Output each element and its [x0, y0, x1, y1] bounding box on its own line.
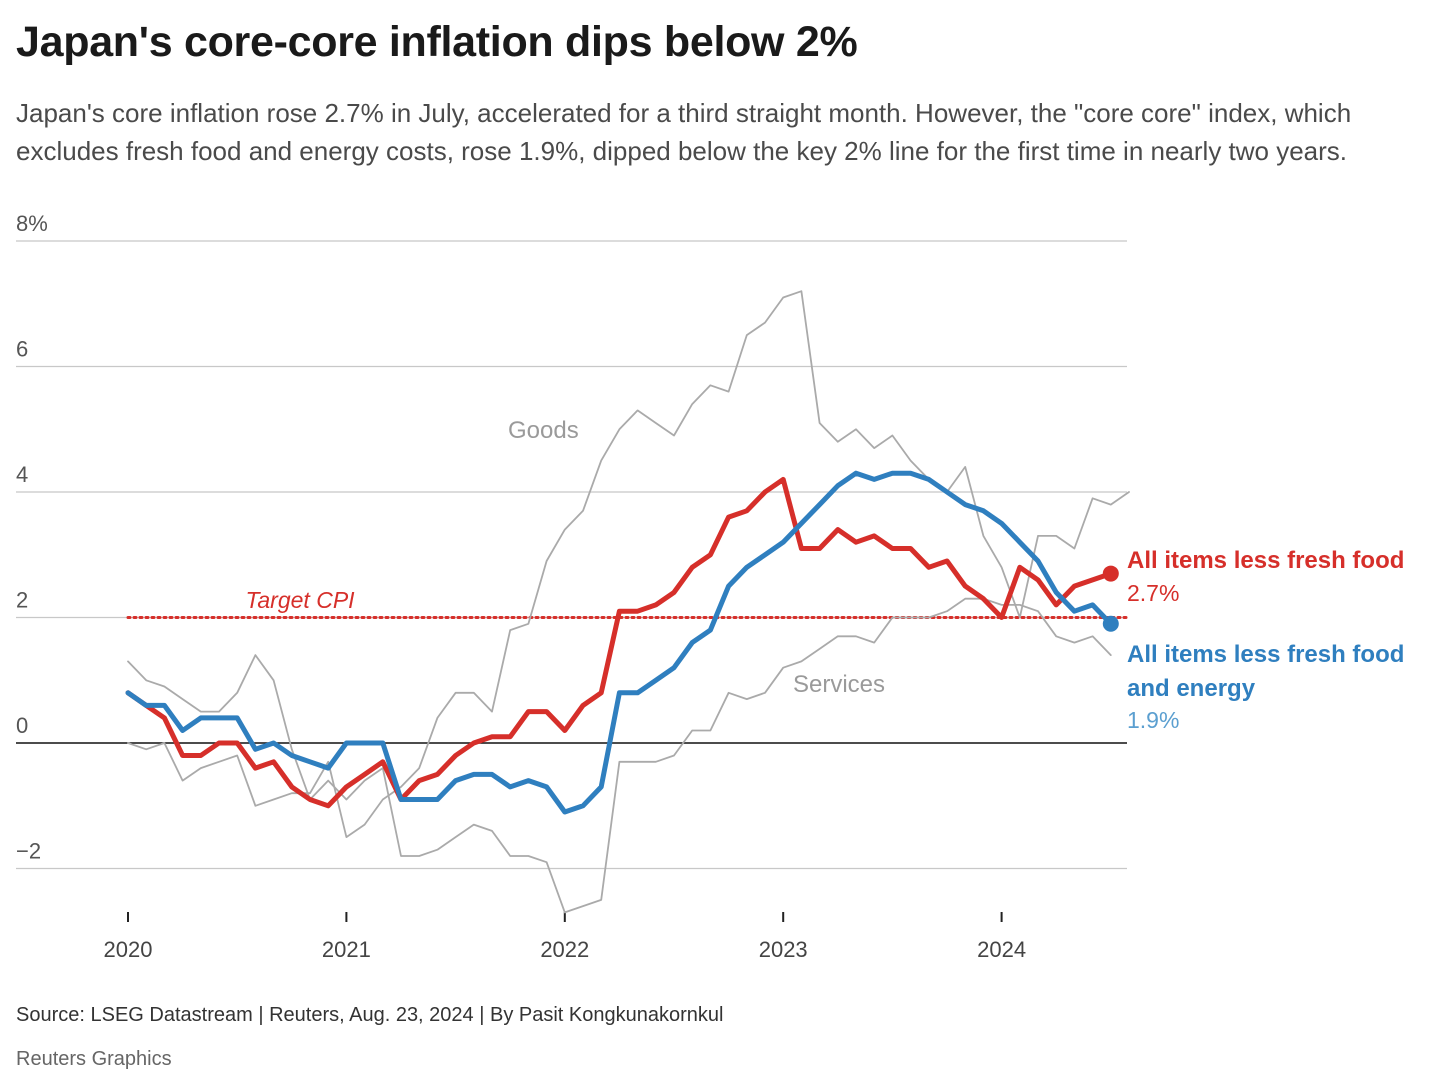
x-tick-label: 2023 — [759, 937, 808, 962]
series-endpoint-core — [1102, 565, 1119, 582]
x-tick-label: 2024 — [977, 937, 1026, 962]
series-line-corecore — [125, 470, 1114, 815]
series-line-context — [127, 597, 1112, 914]
x-axis: 2020 2021 2022 2023 2024 — [104, 912, 1026, 962]
series-lines — [125, 290, 1130, 914]
source-note: Source: LSEG Datastream | Reuters, Aug. … — [16, 1004, 724, 1026]
y-tick-label: 8% — [16, 211, 48, 236]
corecore-series-label-line1: All items less fresh food — [1127, 641, 1404, 668]
y-tick-label: 2 — [16, 588, 28, 613]
y-axis-tick-labels: −2 0 2 4 6 8% — [16, 211, 48, 864]
y-tick-label: 0 — [16, 713, 28, 738]
chart-subtitle: Japan's core inflation rose 2.7% in July… — [16, 98, 1352, 166]
y-tick-label: 4 — [16, 462, 28, 487]
y-tick-label: −2 — [16, 839, 41, 864]
x-tick-label: 2022 — [540, 937, 589, 962]
chart-title: Japan's core-core inflation dips below 2… — [16, 18, 858, 66]
series-line-core — [125, 476, 1114, 809]
corecore-series-value: 1.9% — [1127, 707, 1179, 733]
series-line-context — [127, 290, 1130, 838]
target-cpi-label: Target CPI — [245, 587, 355, 613]
x-tick-label: 2021 — [322, 937, 371, 962]
y-tick-label: 6 — [16, 337, 28, 362]
target-cpi-line: Target CPI — [126, 587, 1129, 619]
graphics-credit: Reuters Graphics — [16, 1048, 172, 1070]
series-labels: Goods Services All items less fresh food… — [508, 417, 1404, 733]
series-endpoint-corecore — [1102, 615, 1119, 632]
goods-label: Goods — [508, 417, 579, 444]
gridlines — [16, 240, 1127, 870]
corecore-series-label-line2: and energy — [1127, 675, 1256, 702]
core-series-value: 2.7% — [1127, 580, 1179, 606]
x-tick-label: 2020 — [104, 937, 153, 962]
core-series-label: All items less fresh food — [1127, 547, 1404, 574]
line-chart: −2 0 2 4 6 8% 2020 2021 2022 2023 2024 Target CPI… — [16, 211, 1404, 962]
services-label: Services — [793, 671, 885, 698]
